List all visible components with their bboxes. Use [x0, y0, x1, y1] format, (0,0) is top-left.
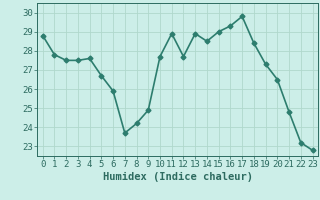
X-axis label: Humidex (Indice chaleur): Humidex (Indice chaleur) [103, 172, 252, 182]
